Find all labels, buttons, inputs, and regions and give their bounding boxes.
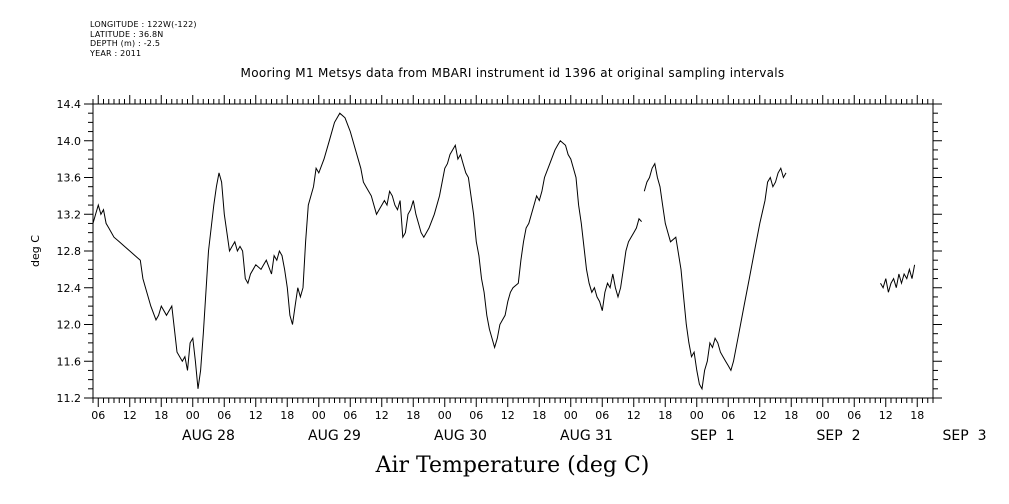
x-hour-label: 06: [469, 409, 483, 422]
x-hour-label: 06: [595, 409, 609, 422]
series-line: [880, 264, 916, 293]
y-axis-label: deg C: [29, 235, 42, 267]
x-hour-label: 06: [847, 409, 861, 422]
plot-frame: [92, 103, 934, 399]
y-tick-label: 13.2: [57, 208, 82, 221]
x-hour-label: 00: [186, 409, 200, 422]
x-hour-label: 12: [879, 409, 893, 422]
x-hour-label: 06: [343, 409, 357, 422]
x-hour-label: 00: [564, 409, 578, 422]
y-tick-label: 13.6: [57, 172, 82, 185]
x-date-label: AUG 29: [308, 428, 361, 444]
y-tick-label: 12.4: [57, 282, 82, 295]
y-tick-label: 11.6: [57, 355, 82, 368]
x-date-label: AUG 28: [182, 428, 235, 444]
x-axis: 06 12 18 00 06 12 18 00 06 12 18 00 06 12 18 00 06 12 18 00…: [91, 95, 986, 444]
x-date-label: SEP 3: [943, 428, 987, 444]
x-hour-label: 12: [123, 409, 137, 422]
y-tick-label: 14.4: [57, 98, 82, 111]
x-date-label: SEP 1: [691, 428, 735, 444]
x-hour-label: 06: [217, 409, 231, 422]
x-hour-label: 18: [784, 409, 798, 422]
y-tick-label: 12.8: [57, 245, 82, 258]
x-hour-label: 18: [406, 409, 420, 422]
x-hour-label: 18: [280, 409, 294, 422]
y-tick-label: 12.0: [57, 319, 82, 332]
x-hour-label: 12: [627, 409, 641, 422]
x-date-label: AUG 31: [560, 428, 613, 444]
y-tick-label: 14.0: [57, 135, 82, 148]
year-label: YEAR : 2011: [90, 48, 142, 58]
latitude-label: LATITUDE : 36.8N: [90, 29, 164, 39]
x-hour-label: 00: [690, 409, 704, 422]
longitude-label: LONGITUDE : 122W(-122): [90, 20, 197, 29]
x-date-label: SEP 2: [817, 428, 861, 444]
x-hour-label: 00: [816, 409, 830, 422]
x-hour-label: 06: [91, 409, 105, 422]
x-hour-label: 00: [312, 409, 326, 422]
x-hour-label: 18: [658, 409, 672, 422]
x-hour-label: 12: [501, 409, 515, 422]
metadata-block: LONGITUDE : 122W(-122) LATITUDE : 36.8N …: [90, 20, 197, 58]
y-tick-label: 11.2: [57, 392, 82, 405]
chart-title: Mooring M1 Metsys data from MBARI instru…: [240, 66, 785, 80]
x-hour-label: 18: [910, 409, 924, 422]
x-hour-label: 18: [532, 409, 546, 422]
x-hour-label: 06: [721, 409, 735, 422]
series-line: [92, 112, 642, 389]
series-line: [643, 162, 787, 391]
y-axis: 11.2 11.6 12.0 12.4 12.8 13.2 13.6 14.0 14.4: [57, 98, 942, 405]
x-hour-label: 18: [154, 409, 168, 422]
series-group: [92, 112, 916, 391]
x-hour-label: 00: [438, 409, 452, 422]
x-hour-label: 12: [375, 409, 389, 422]
depth-label: DEPTH (m) : -2.5: [90, 39, 161, 48]
x-hour-label: 12: [249, 409, 263, 422]
x-axis-title: Air Temperature (deg C): [375, 453, 650, 478]
x-hour-label: 12: [753, 409, 767, 422]
x-date-label: AUG 30: [434, 428, 487, 444]
